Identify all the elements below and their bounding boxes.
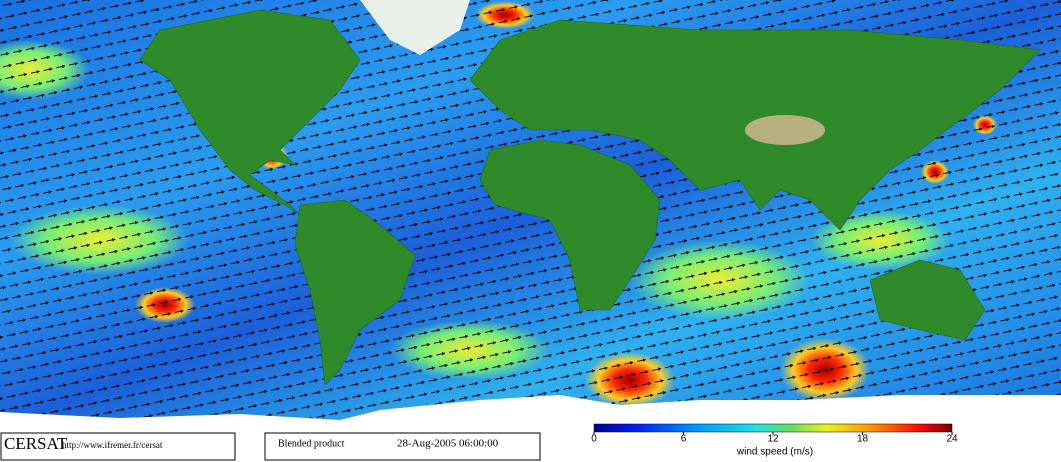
logo: CERSAT: [4, 434, 68, 453]
date: 28-Aug-2005 06:00:00: [397, 438, 499, 450]
ice: [360, 0, 470, 55]
product-box: [264, 432, 541, 461]
product: Blended product: [278, 438, 345, 449]
colorbar-tick-label: 12: [767, 434, 779, 445]
colorbar-tick-label: 24: [946, 434, 958, 445]
colorbar-label: wind speed (m/s): [736, 447, 813, 458]
land: [139, 9, 1041, 386]
logo-box: [0, 432, 236, 461]
colorbar-tick-label: 18: [857, 434, 869, 445]
colorbar-tick-label: 0: [591, 434, 597, 445]
footer-bar: [0, 430, 1061, 462]
colorbar-tick-label: 6: [681, 434, 687, 445]
colorbar: [593, 423, 953, 433]
url: http://www.ifremer.fr/cersat: [62, 440, 163, 450]
